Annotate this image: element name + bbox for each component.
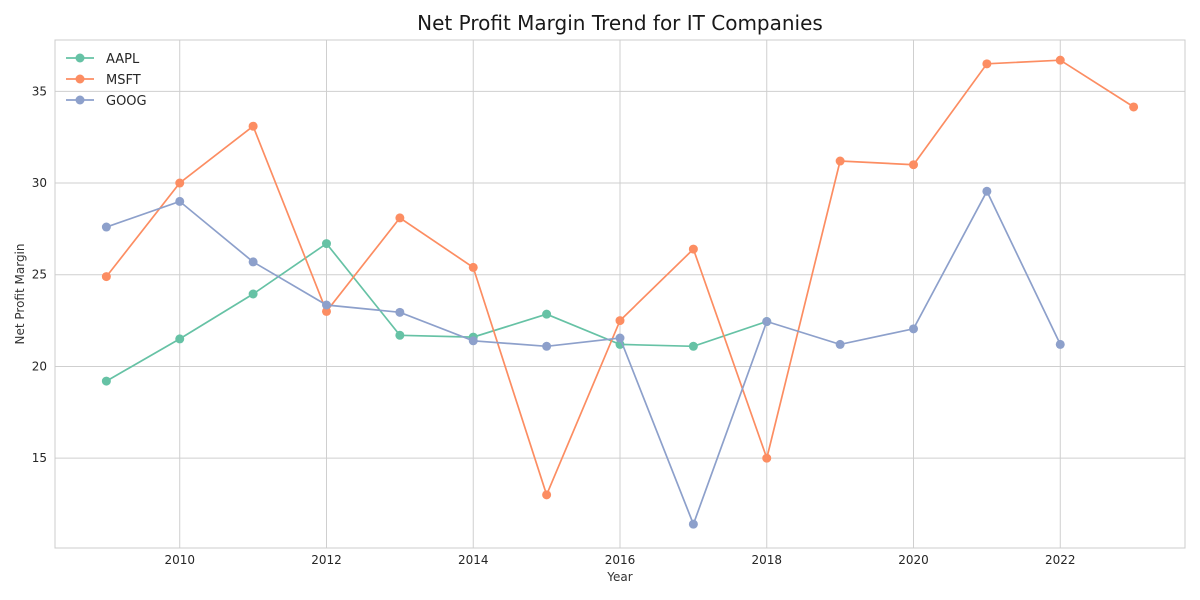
x-tick-label: 2010 bbox=[164, 553, 195, 567]
data-point bbox=[909, 324, 919, 334]
x-tick-label: 2022 bbox=[1045, 553, 1076, 567]
data-point bbox=[982, 186, 992, 196]
data-point bbox=[615, 316, 625, 326]
legend-marker bbox=[75, 95, 85, 105]
data-point bbox=[248, 121, 258, 131]
x-tick-label: 2012 bbox=[311, 553, 342, 567]
data-point bbox=[688, 341, 698, 351]
grid-layer bbox=[55, 40, 1185, 548]
data-point bbox=[321, 306, 331, 316]
series-line bbox=[105, 242, 768, 382]
series-aapl bbox=[101, 239, 772, 386]
legend: AAPL MSFT GOOG bbox=[66, 52, 147, 109]
data-point bbox=[175, 178, 185, 188]
legend-item-msft: MSFT bbox=[66, 73, 141, 88]
data-point bbox=[615, 333, 625, 343]
data-point bbox=[395, 330, 405, 340]
data-point bbox=[175, 196, 185, 206]
x-tick-label: 2016 bbox=[605, 553, 636, 567]
x-tick-label: 2020 bbox=[898, 553, 929, 567]
data-point bbox=[688, 519, 698, 529]
data-point bbox=[468, 262, 478, 272]
chart-title: Net Profit Margin Trend for IT Companies bbox=[417, 11, 823, 35]
data-point bbox=[248, 257, 258, 267]
data-point bbox=[321, 300, 331, 310]
x-tick-label: 2018 bbox=[751, 553, 782, 567]
data-point bbox=[1055, 55, 1065, 65]
legend-marker bbox=[75, 74, 85, 84]
data-point bbox=[835, 156, 845, 166]
data-point bbox=[1055, 339, 1065, 349]
series-layer bbox=[101, 55, 1139, 529]
legend-label: AAPL bbox=[106, 52, 140, 67]
data-point bbox=[101, 272, 111, 282]
data-point bbox=[762, 453, 772, 463]
series-msft bbox=[101, 55, 1139, 500]
y-tick-label: 35 bbox=[32, 84, 47, 98]
tick-layer: 2010 2012 2014 2016 2018 2020 2022 15 20 25 30 35 bbox=[32, 84, 1076, 567]
y-tick-label: 30 bbox=[32, 176, 47, 190]
legend-label: GOOG bbox=[106, 94, 147, 109]
legend-item-goog: GOOG bbox=[66, 94, 147, 109]
legend-marker bbox=[75, 53, 85, 63]
plot-frame bbox=[54, 39, 1186, 549]
data-point bbox=[1129, 102, 1139, 112]
data-point bbox=[542, 309, 552, 319]
data-point bbox=[909, 160, 919, 170]
legend-item-aapl: AAPL bbox=[66, 52, 140, 67]
data-point bbox=[248, 289, 258, 299]
data-point bbox=[542, 341, 552, 351]
y-tick-label: 20 bbox=[32, 359, 47, 373]
data-point bbox=[762, 317, 772, 327]
data-point bbox=[101, 222, 111, 232]
data-point bbox=[468, 336, 478, 346]
data-point bbox=[321, 239, 331, 249]
data-point bbox=[395, 213, 405, 223]
series-goog bbox=[101, 186, 1065, 529]
x-tick-label: 2014 bbox=[458, 553, 489, 567]
data-point bbox=[395, 307, 405, 317]
data-point bbox=[835, 339, 845, 349]
data-point bbox=[101, 376, 111, 386]
x-axis-label: Year bbox=[606, 570, 632, 584]
legend-label: MSFT bbox=[106, 73, 141, 88]
y-tick-label: 15 bbox=[32, 451, 47, 465]
data-point bbox=[542, 490, 552, 500]
data-point bbox=[982, 59, 992, 69]
y-tick-label: 25 bbox=[32, 268, 47, 282]
series-line bbox=[106, 189, 1062, 527]
data-point bbox=[175, 334, 185, 344]
y-axis-label: Net Profit Margin bbox=[13, 244, 27, 345]
data-point bbox=[688, 244, 698, 254]
